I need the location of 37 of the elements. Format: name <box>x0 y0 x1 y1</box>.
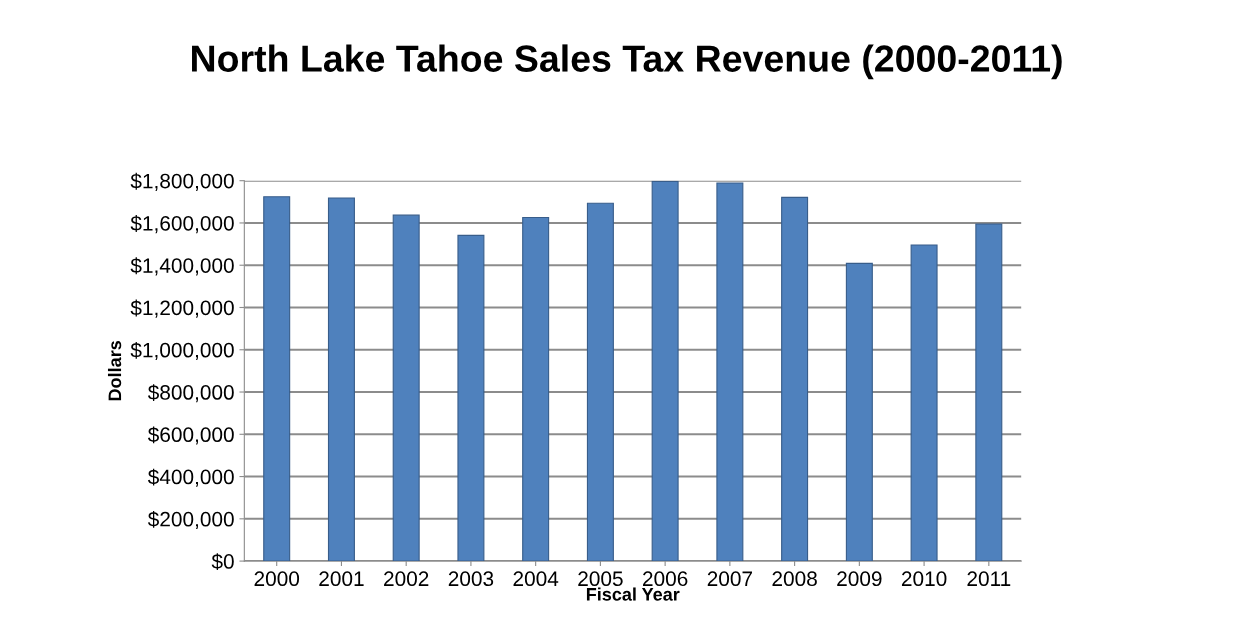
x-tick-label: 2011 <box>967 571 1011 587</box>
y-tick-label: $1,400,000 <box>130 257 234 276</box>
x-tick-label: 2001 <box>319 571 364 587</box>
x-tick-label: 2010 <box>901 571 947 587</box>
x-tick-label: 2002 <box>384 571 429 587</box>
bar <box>781 196 809 562</box>
x-axis-title: Fiscal Year <box>586 587 680 601</box>
y-tick-label: $1,000,000 <box>130 341 234 360</box>
x-tick-label: 2005 <box>578 571 623 587</box>
bar <box>975 223 1003 562</box>
y-tick-label: $600,000 <box>147 426 234 445</box>
y-tick-label: $200,000 <box>147 510 234 530</box>
y-tick-label: $800,000 <box>147 384 234 403</box>
bar <box>457 234 485 562</box>
bar <box>910 244 938 562</box>
bar <box>263 196 291 562</box>
y-tick-label: $0 <box>211 553 234 571</box>
y-tick-label: $1,200,000 <box>130 299 234 318</box>
bar <box>651 180 679 562</box>
bar <box>327 197 355 562</box>
bar <box>522 216 550 562</box>
x-tick-label: 2009 <box>837 571 882 587</box>
y-axis-title: Dollars <box>107 341 122 401</box>
chart-title: North Lake Tahoe Sales Tax Revenue (2000-2011) <box>192 44 1062 80</box>
y-tick-label: $400,000 <box>147 468 234 487</box>
bar <box>845 262 873 562</box>
bar <box>392 214 420 562</box>
bar <box>716 182 744 562</box>
x-tick-label: 2000 <box>254 571 300 587</box>
x-tick-label: 2007 <box>707 571 752 587</box>
x-tick-label: 2008 <box>772 571 817 587</box>
x-tick-label: 2003 <box>448 571 494 587</box>
y-tick-label: $1,600,000 <box>130 215 234 234</box>
x-tick-label: 2004 <box>513 571 559 587</box>
y-tick-label: $1,800,000 <box>130 172 234 191</box>
x-tick-label: 2006 <box>643 571 688 587</box>
bar <box>586 202 614 562</box>
